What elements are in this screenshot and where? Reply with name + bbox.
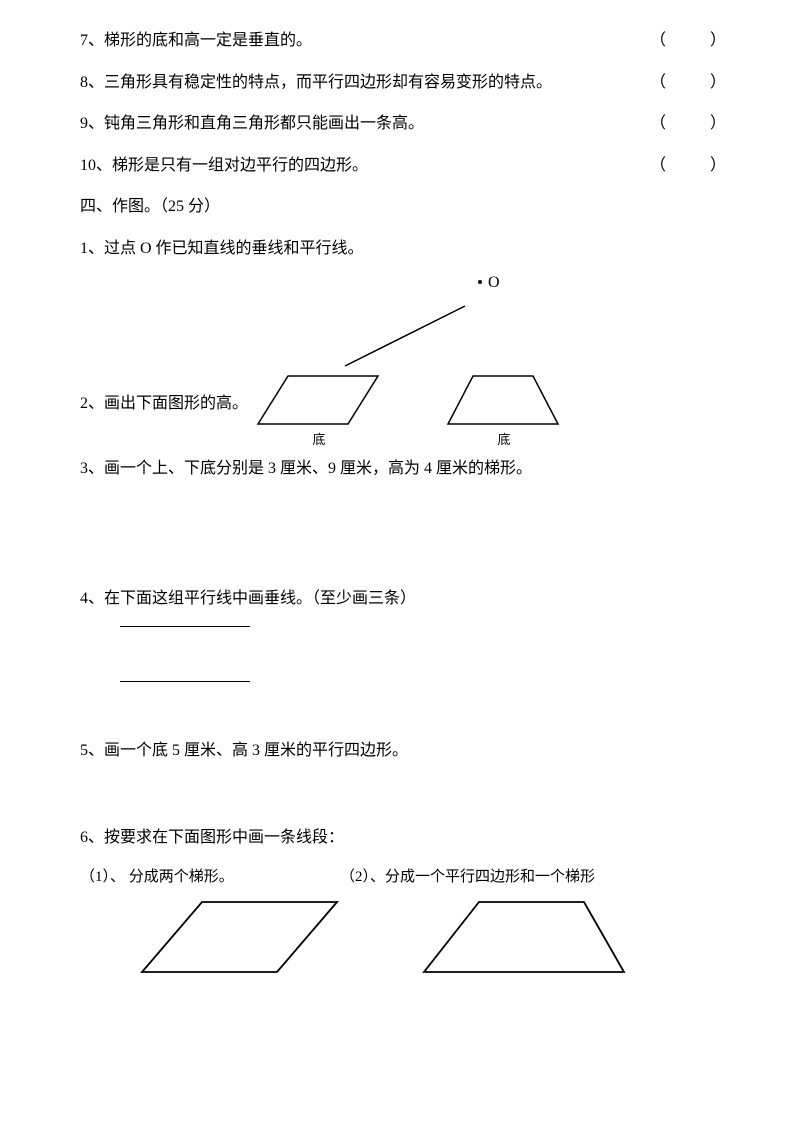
answer-paren-9[interactable]: （ ） [650, 111, 728, 137]
tf-item-7: 7、梯形的底和高一定是垂直的。 [80, 28, 650, 54]
base-label-2: 底 [498, 430, 511, 451]
question-1: 1、过点 O 作已知直线的垂线和平行线。 [80, 236, 728, 262]
q4-parallel-lines [120, 626, 728, 682]
question-3: 3、画一个上、下底分别是 3 厘米、9 厘米，高为 4 厘米的梯形。 [80, 456, 728, 482]
question-2: 2、画出下面图形的高。 [80, 391, 248, 451]
question-6: 6、按要求在下面图形中画一条线段： [80, 825, 728, 851]
q6-sub-2: （2）、分成一个平行四边形和一个梯形 [340, 865, 595, 889]
base-label-1: 底 [313, 430, 326, 451]
q2-trapezoid: 底 [444, 374, 564, 451]
answer-paren-10[interactable]: （ ） [650, 153, 728, 179]
point-o-label: O [488, 274, 500, 291]
q1-given-line [345, 306, 465, 366]
answer-paren-7[interactable]: （ ） [650, 28, 728, 54]
q6-trapezoid [420, 899, 630, 975]
tf-item-8: 8、三角形具有稳定性的特点，而平行四边形却有容易变形的特点。 [80, 70, 650, 96]
tf-item-10: 10、梯形是只有一组对边平行的四边形。 [80, 153, 650, 179]
q6-parallelogram [140, 899, 340, 975]
point-o-dot [478, 280, 482, 284]
question-5: 5、画一个底 5 厘米、高 3 厘米的平行四边形。 [80, 738, 728, 764]
tf-item-9: 9、钝角三角形和直角三角形都只能画出一条高。 [80, 111, 650, 137]
q2-parallelogram: 底 [254, 374, 384, 451]
answer-paren-8[interactable]: （ ） [650, 70, 728, 96]
question-4: 4、在下面这组平行线中画垂线。（至少画三条） [80, 586, 728, 612]
q1-figure: O [80, 276, 728, 366]
section-4-title: 四、作图。（25 分） [80, 194, 728, 220]
q6-sub-1: （1）、 分成两个梯形。 [80, 865, 340, 889]
